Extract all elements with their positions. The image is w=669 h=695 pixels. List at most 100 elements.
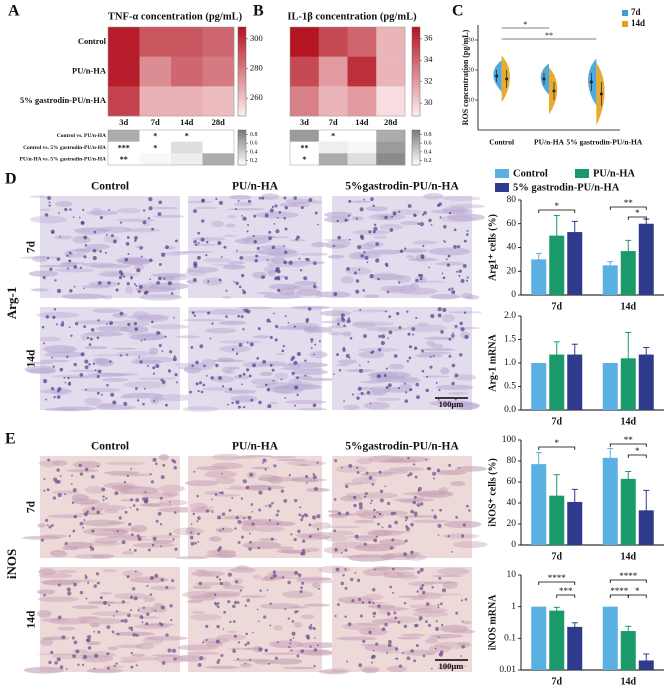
tissue-fiber	[410, 282, 419, 290]
colorbar	[411, 129, 421, 166]
cell-nucleus	[147, 217, 151, 220]
colorbar-tick-label: 280	[250, 62, 263, 72]
tissue-fiber	[224, 389, 257, 394]
cell-nucleus	[303, 276, 308, 281]
cell-nucleus	[218, 546, 223, 550]
cell-nucleus	[133, 596, 138, 601]
cell-nucleus	[333, 292, 338, 296]
cell-nucleus	[134, 570, 137, 573]
cell-nucleus	[448, 354, 452, 358]
cell-nucleus	[215, 363, 219, 368]
tissue-fiber	[452, 327, 481, 330]
cell-nucleus	[197, 255, 201, 260]
tissue-fiber	[219, 345, 251, 353]
tissue-fiber	[192, 243, 219, 246]
cell-nucleus	[296, 393, 299, 396]
cell-nucleus	[256, 356, 260, 360]
cell-nucleus	[130, 651, 133, 655]
cell-nucleus	[359, 614, 363, 618]
tissue-fiber	[233, 456, 256, 459]
cell-nucleus	[59, 475, 62, 477]
y-tick-label: 2.0	[504, 311, 516, 321]
cell-nucleus	[198, 581, 203, 586]
cell-label: *	[153, 143, 157, 152]
cell-nucleus	[344, 548, 348, 552]
cell-nucleus	[262, 359, 267, 364]
cell-nucleus	[244, 643, 248, 647]
cell-nucleus	[121, 600, 126, 604]
cell-nucleus	[235, 281, 239, 286]
cell-nucleus	[272, 573, 277, 578]
cell-nucleus	[306, 258, 310, 262]
tissue-fiber	[84, 397, 102, 405]
cell-nucleus	[64, 493, 67, 496]
bar	[638, 223, 654, 295]
tissue-fiber	[423, 336, 455, 340]
tissue-fiber	[310, 531, 333, 540]
cell-nucleus	[73, 265, 78, 269]
tissue-fiber	[253, 335, 270, 339]
significance-bracket	[609, 579, 647, 583]
x-tick-label: 5% gastrodin-PU/n-HA	[566, 138, 642, 147]
cell-nucleus	[258, 400, 262, 405]
heatmap-cell	[171, 27, 203, 57]
cell-nucleus	[172, 460, 177, 464]
tissue-fiber	[282, 666, 316, 670]
tissue-fiber	[275, 353, 286, 356]
cell-nucleus	[192, 512, 195, 516]
tissue-fiber	[174, 362, 208, 367]
cell-nucleus	[108, 209, 111, 211]
cell-nucleus	[151, 227, 155, 231]
cell-nucleus	[92, 248, 97, 253]
cell-nucleus	[152, 457, 157, 462]
cell-nucleus	[425, 458, 427, 461]
cell-nucleus	[375, 535, 378, 539]
tissue-fiber	[378, 538, 406, 546]
tissue-fiber	[343, 404, 360, 410]
cell-nucleus	[334, 614, 337, 618]
cell-nucleus	[300, 586, 303, 590]
cell-nucleus	[93, 584, 97, 588]
heatmap-cell	[139, 141, 172, 154]
cell-nucleus	[56, 257, 61, 261]
cell-nucleus	[56, 468, 60, 472]
cell-nucleus	[271, 501, 274, 505]
tissue-fiber	[96, 505, 128, 511]
tissue-fiber	[297, 408, 328, 411]
cell-nucleus	[466, 229, 469, 232]
tissue-fiber	[186, 200, 214, 204]
tissue-fiber	[122, 570, 143, 578]
cell-nucleus	[355, 279, 360, 283]
tissue-fiber	[154, 602, 163, 606]
cell-nucleus	[368, 600, 372, 604]
cell-nucleus	[193, 240, 197, 244]
cell-nucleus	[134, 387, 138, 390]
cell-nucleus	[373, 226, 378, 231]
cell-nucleus	[417, 222, 420, 226]
cell-nucleus	[437, 398, 440, 401]
cell-nucleus	[282, 245, 285, 247]
cell-nucleus	[196, 520, 199, 523]
cell-nucleus	[90, 328, 95, 332]
cell-nucleus	[368, 476, 373, 480]
cell-nucleus	[66, 355, 69, 358]
tissue-fiber	[342, 623, 381, 630]
tissue-bg	[188, 567, 322, 672]
tissue-fiber	[415, 608, 432, 611]
tissue-fiber	[80, 654, 114, 663]
tissue-fiber	[158, 499, 188, 506]
cell-nucleus	[310, 347, 313, 349]
cell-nucleus	[349, 336, 353, 340]
cell-nucleus	[317, 587, 320, 590]
cell-nucleus	[385, 386, 389, 389]
cell-nucleus	[56, 395, 61, 399]
tissue-fiber	[216, 634, 247, 641]
heatmap-cell	[202, 141, 235, 154]
cell-nucleus	[238, 342, 243, 347]
tissue-fiber	[233, 201, 253, 207]
cell-nucleus	[40, 538, 44, 542]
tissue-fiber	[206, 549, 237, 555]
heatmap-cell	[347, 141, 377, 154]
cell-nucleus	[167, 369, 172, 373]
cell-nucleus	[92, 362, 96, 365]
